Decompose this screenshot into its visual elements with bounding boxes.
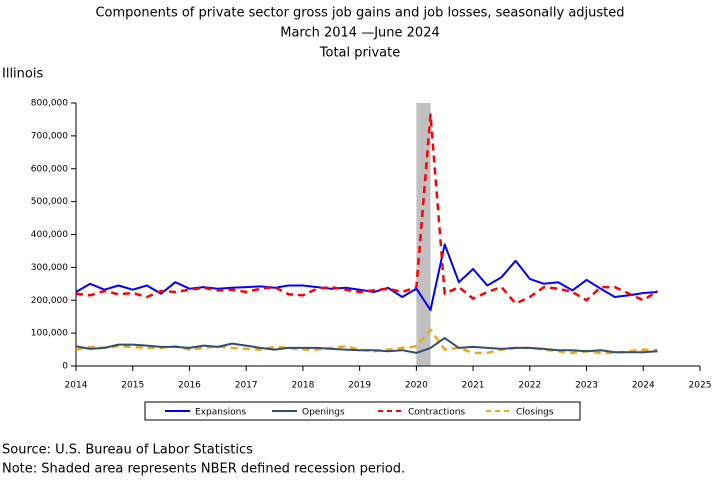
y-tick-label: 0 [62, 362, 68, 372]
legend-label: Contractions [408, 408, 465, 418]
y-tick-label: 400,000 [31, 230, 68, 240]
legend-label: Closings [516, 408, 554, 418]
y-tick-label: 300,000 [31, 263, 68, 273]
region-label: Illinois [2, 67, 43, 82]
x-tick-label: 2018 [291, 381, 314, 391]
series-line [75, 243, 658, 312]
x-tick-label: 2020 [405, 381, 428, 391]
legend-label: Openings [302, 408, 345, 418]
x-tick-label: 2017 [235, 381, 258, 391]
chart-title: Components of private sector gross job g… [95, 6, 624, 21]
chart-subtitle: March 2014 —June 2024 [280, 26, 440, 41]
footnote: Note: Shaded area represents NBER define… [2, 462, 405, 477]
x-tick-label: 2022 [518, 381, 541, 391]
x-tick-label: 2023 [575, 381, 598, 391]
x-tick-label: 2015 [121, 381, 144, 391]
series-line [75, 113, 659, 305]
source-note: Source: U.S. Bureau of Labor Statistics [2, 443, 253, 458]
y-tick-label: 800,000 [31, 99, 68, 109]
x-tick-label: 2021 [462, 381, 485, 391]
y-tick-label: 100,000 [31, 329, 68, 339]
x-tick-label: 2024 [632, 381, 655, 391]
legend-label: Expansions [195, 408, 246, 418]
x-tick-label: 2016 [178, 381, 201, 391]
y-tick-label: 500,000 [31, 197, 68, 207]
x-tick-label: 2019 [348, 381, 371, 391]
x-tick-label: 2025 [689, 381, 712, 391]
series-line [75, 337, 658, 354]
y-tick-label: 200,000 [31, 296, 68, 306]
y-tick-label: 600,000 [31, 164, 68, 174]
legend-box [144, 401, 581, 421]
y-tick-label: 700,000 [31, 131, 68, 141]
chart-subtitle: Total private [319, 46, 400, 61]
x-tick-label: 2014 [65, 381, 88, 391]
